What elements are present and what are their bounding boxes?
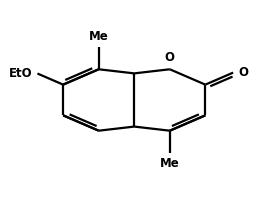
Text: EtO: EtO <box>9 67 32 80</box>
Text: O: O <box>165 51 175 64</box>
Text: Me: Me <box>89 30 109 43</box>
Text: Me: Me <box>160 157 180 170</box>
Text: O: O <box>238 66 248 79</box>
